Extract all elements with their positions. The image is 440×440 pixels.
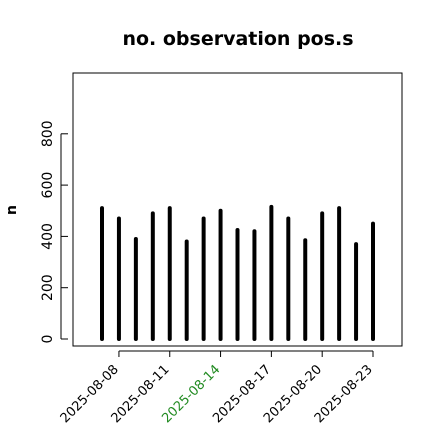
y-tick-label: 0 <box>40 335 56 344</box>
chart-title: no. observation pos.s <box>122 28 353 50</box>
y-axis: 0 200 400 600 800 <box>40 120 68 343</box>
y-tick-label: 600 <box>40 172 56 199</box>
y-axis-label: n <box>4 205 20 215</box>
y-tick-label: 400 <box>40 223 56 250</box>
x-axis: 2025-08-082025-08-112025-08-142025-08-17… <box>58 350 376 426</box>
y-tick-label: 200 <box>40 274 56 301</box>
bars <box>100 204 375 341</box>
plot-frame <box>72 72 403 347</box>
y-tick-label: 800 <box>40 120 56 147</box>
